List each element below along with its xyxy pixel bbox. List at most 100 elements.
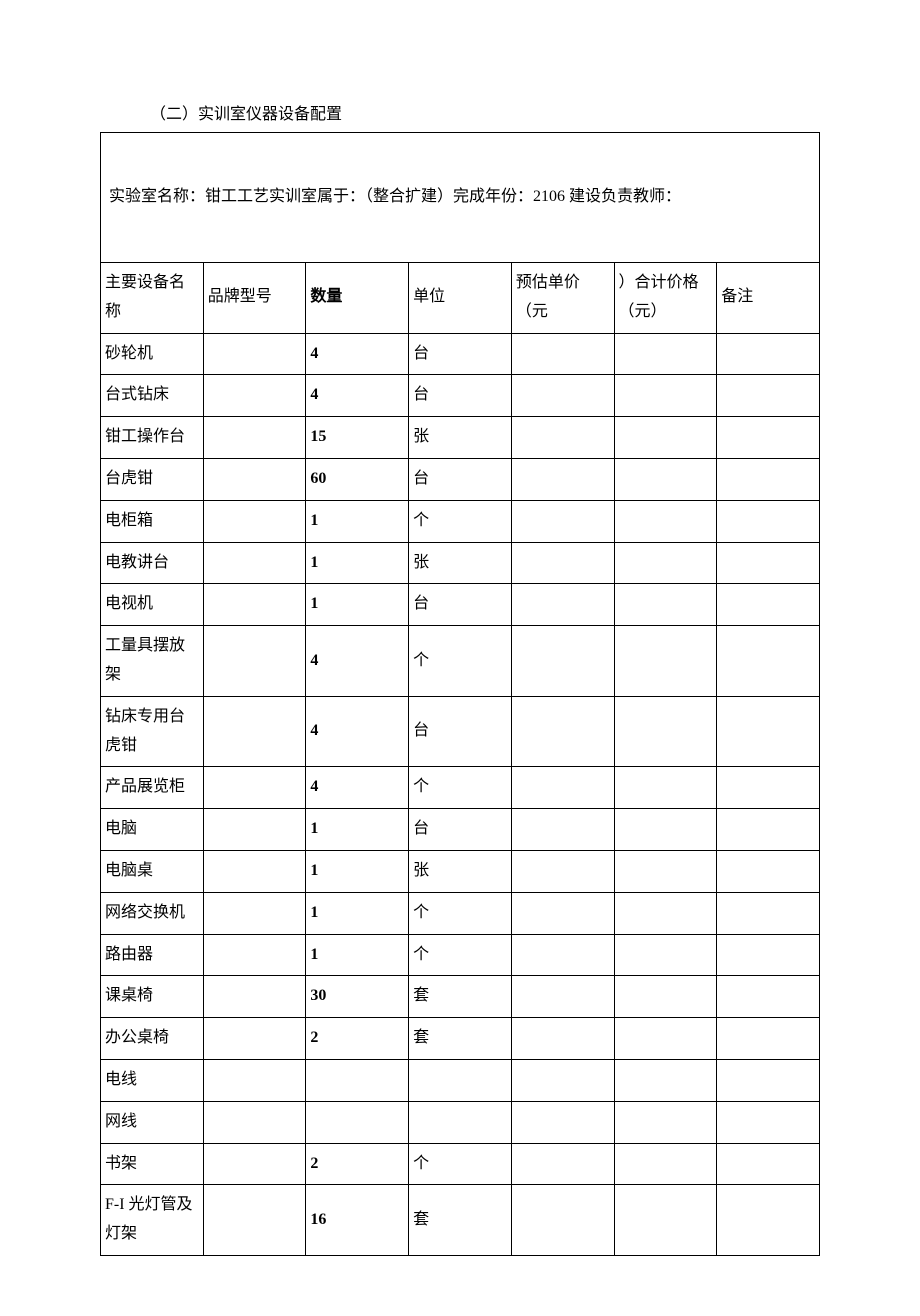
cell-total_price <box>614 976 717 1018</box>
cell-total_price <box>614 696 717 767</box>
cell-brand <box>203 458 306 500</box>
cell-brand <box>203 542 306 584</box>
cell-qty: 1 <box>306 809 409 851</box>
cell-total_price <box>614 1143 717 1185</box>
cell-unit: 张 <box>409 850 512 892</box>
cell-brand <box>203 500 306 542</box>
cell-brand <box>203 417 306 459</box>
cell-remark <box>717 934 820 976</box>
meta-row: 实验室名称：钳工工艺实训室属于：（整合扩建）完成年份：2106 建设负责教师： <box>101 133 820 263</box>
cell-unit: 张 <box>409 417 512 459</box>
cell-unit: 套 <box>409 976 512 1018</box>
cell-total_price <box>614 767 717 809</box>
cell-qty: 1 <box>306 934 409 976</box>
cell-name: 台式钻床 <box>101 375 204 417</box>
cell-unit: 台 <box>409 696 512 767</box>
cell-qty <box>306 1059 409 1101</box>
table-row: 电视机1台 <box>101 584 820 626</box>
cell-remark <box>717 375 820 417</box>
table-row: 路由器1个 <box>101 934 820 976</box>
cell-remark <box>717 458 820 500</box>
cell-brand <box>203 1059 306 1101</box>
cell-remark <box>717 1018 820 1060</box>
cell-unit_price <box>511 1101 614 1143</box>
cell-remark <box>717 850 820 892</box>
cell-brand <box>203 1185 306 1256</box>
table-row: 办公桌椅2套 <box>101 1018 820 1060</box>
header-unit-price: 预估单价（元 <box>511 263 614 334</box>
cell-unit: 个 <box>409 892 512 934</box>
cell-unit: 台 <box>409 458 512 500</box>
cell-qty: 60 <box>306 458 409 500</box>
cell-total_price <box>614 626 717 697</box>
meta-cell: 实验室名称：钳工工艺实训室属于：（整合扩建）完成年份：2106 建设负责教师： <box>101 133 820 263</box>
cell-name: 工量具摆放架 <box>101 626 204 697</box>
cell-qty: 1 <box>306 542 409 584</box>
cell-unit <box>409 1101 512 1143</box>
cell-name: 电脑桌 <box>101 850 204 892</box>
cell-total_price <box>614 584 717 626</box>
cell-qty: 4 <box>306 626 409 697</box>
cell-qty: 1 <box>306 500 409 542</box>
cell-remark <box>717 1143 820 1185</box>
cell-brand <box>203 1018 306 1060</box>
header-unit: 单位 <box>409 263 512 334</box>
cell-brand <box>203 333 306 375</box>
cell-qty: 4 <box>306 696 409 767</box>
cell-unit_price <box>511 1143 614 1185</box>
cell-unit_price <box>511 458 614 500</box>
cell-qty: 15 <box>306 417 409 459</box>
table-row: 台式钻床4台 <box>101 375 820 417</box>
cell-name: 钳工操作台 <box>101 417 204 459</box>
header-remark: 备注 <box>717 263 820 334</box>
header-row: 主要设备名称 品牌型号 数量 单位 预估单价（元 ）合计价格（元） 备注 <box>101 263 820 334</box>
cell-brand <box>203 809 306 851</box>
cell-remark <box>717 542 820 584</box>
cell-name: 书架 <box>101 1143 204 1185</box>
header-total-price: ）合计价格（元） <box>614 263 717 334</box>
header-qty: 数量 <box>306 263 409 334</box>
table-row: 钳工操作台 15张 <box>101 417 820 459</box>
header-name: 主要设备名称 <box>101 263 204 334</box>
table-row: 网络交换机1个 <box>101 892 820 934</box>
cell-total_price <box>614 542 717 584</box>
cell-brand <box>203 375 306 417</box>
table-row: 网线 <box>101 1101 820 1143</box>
cell-remark <box>717 584 820 626</box>
cell-unit_price <box>511 892 614 934</box>
table-row: 电线 <box>101 1059 820 1101</box>
cell-unit_price <box>511 1059 614 1101</box>
cell-unit: 个 <box>409 500 512 542</box>
cell-qty: 4 <box>306 333 409 375</box>
cell-unit <box>409 1059 512 1101</box>
cell-name: 课桌椅 <box>101 976 204 1018</box>
section-title: （二）实训室仪器设备配置 <box>150 100 820 124</box>
cell-brand <box>203 892 306 934</box>
cell-name: 电视机 <box>101 584 204 626</box>
header-brand: 品牌型号 <box>203 263 306 334</box>
cell-brand <box>203 626 306 697</box>
cell-total_price <box>614 375 717 417</box>
cell-qty <box>306 1101 409 1143</box>
cell-remark <box>717 500 820 542</box>
cell-unit: 台 <box>409 333 512 375</box>
cell-unit_price <box>511 375 614 417</box>
cell-total_price <box>614 500 717 542</box>
cell-total_price <box>614 458 717 500</box>
table-row: 电柜箱1个 <box>101 500 820 542</box>
cell-unit: 个 <box>409 1143 512 1185</box>
cell-brand <box>203 1101 306 1143</box>
cell-remark <box>717 1101 820 1143</box>
cell-brand <box>203 696 306 767</box>
cell-unit_price <box>511 333 614 375</box>
cell-name: 台虎钳 <box>101 458 204 500</box>
cell-qty: 1 <box>306 850 409 892</box>
table-row: 工量具摆放架4个 <box>101 626 820 697</box>
cell-unit: 套 <box>409 1018 512 1060</box>
cell-qty: 30 <box>306 976 409 1018</box>
cell-name: F‐I 光灯管及灯架 <box>101 1185 204 1256</box>
cell-total_price <box>614 333 717 375</box>
table-row: F‐I 光灯管及灯架16套 <box>101 1185 820 1256</box>
table-row: 课桌椅 30套 <box>101 976 820 1018</box>
cell-total_price <box>614 1059 717 1101</box>
